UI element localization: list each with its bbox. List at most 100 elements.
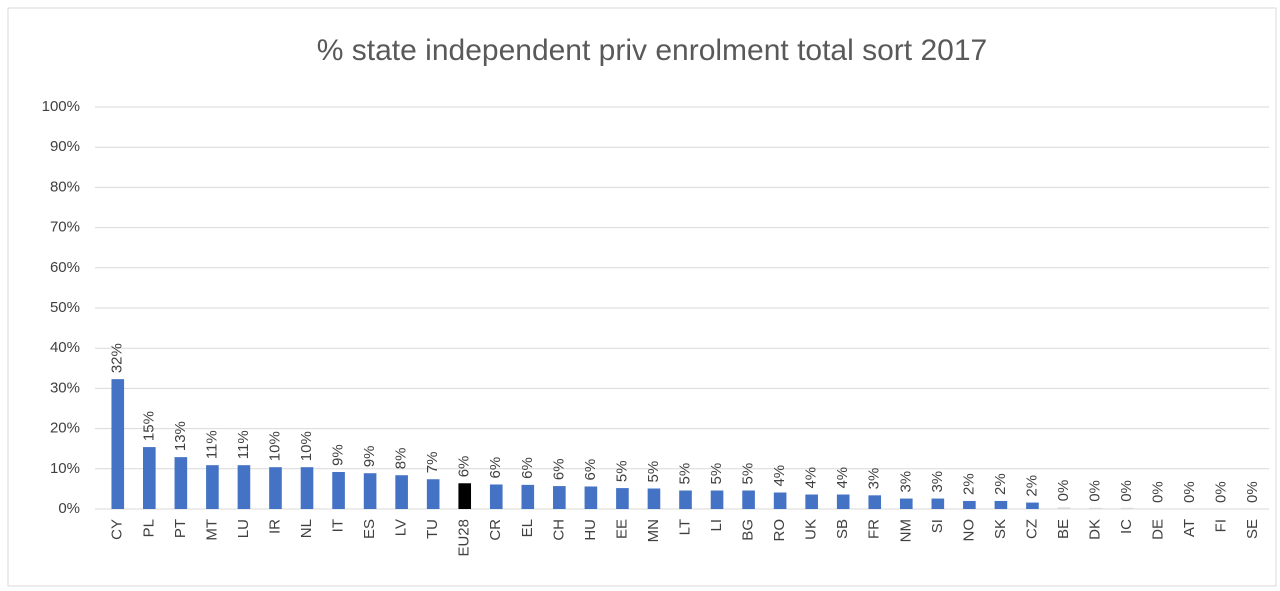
data-label: 10%	[266, 431, 283, 461]
data-label: 15%	[140, 411, 157, 441]
data-label: 9%	[330, 444, 347, 466]
x-tick-label: ES	[361, 519, 378, 539]
bar	[269, 467, 282, 509]
data-label: 11%	[203, 430, 220, 459]
y-tick-label: 70%	[50, 219, 80, 236]
bar	[742, 490, 755, 509]
x-tick-label: CR	[487, 519, 504, 541]
data-label: 4%	[803, 467, 820, 489]
bar	[111, 379, 125, 509]
data-label: 2%	[1023, 475, 1040, 497]
x-tick-label: EE	[613, 519, 630, 539]
bar	[1120, 507, 1134, 509]
x-tick-label: MN	[645, 519, 662, 542]
bar	[395, 475, 408, 509]
bar	[773, 492, 787, 509]
x-tick-label: DE	[1150, 519, 1167, 540]
bar	[963, 500, 976, 509]
data-label: 13%	[172, 421, 189, 451]
x-tick-label: SI	[929, 519, 946, 533]
data-label: 7%	[424, 452, 441, 474]
bar	[584, 486, 598, 509]
data-label: 0%	[1086, 480, 1103, 502]
data-label: 6%	[487, 457, 504, 479]
x-tick-label: FI	[1213, 519, 1230, 532]
chart-title: % state independent priv enrolment total…	[317, 34, 987, 67]
bar	[489, 484, 503, 509]
data-label: 4%	[771, 465, 788, 487]
data-label: 4%	[834, 467, 851, 489]
x-tick-label: CY	[109, 519, 126, 540]
bar	[1026, 502, 1039, 509]
bar	[300, 467, 314, 509]
bar	[521, 484, 535, 509]
bar	[805, 494, 818, 509]
data-label: 6%	[550, 458, 567, 480]
x-tick-label: LU	[235, 519, 252, 538]
bar	[363, 473, 377, 509]
y-tick-label: 90%	[50, 138, 80, 155]
x-tick-label: IT	[330, 519, 347, 532]
data-label: 8%	[393, 448, 410, 470]
chart-frame	[7, 7, 1277, 587]
x-tick-label: PT	[172, 519, 189, 538]
data-label: 2%	[960, 473, 977, 495]
y-tick-label: 50%	[50, 299, 80, 316]
y-tick-label: 20%	[50, 420, 80, 437]
bar	[426, 479, 440, 509]
x-tick-label: LI	[708, 519, 725, 532]
x-tick-label: CH	[550, 519, 567, 541]
x-tick-label: AT	[1181, 519, 1198, 537]
x-tick-label: LT	[676, 519, 693, 535]
data-label: 9%	[361, 446, 378, 468]
bar	[931, 498, 945, 509]
x-tick-label: DK	[1086, 519, 1103, 540]
data-label: 3%	[929, 471, 946, 493]
x-tick-label: NL	[298, 519, 315, 538]
x-tick-label: SB	[834, 519, 851, 539]
x-tick-label: MT	[203, 519, 220, 541]
x-tick-label: IR	[266, 519, 283, 534]
x-tick-label: LV	[393, 519, 410, 536]
x-tick-label: NO	[960, 519, 977, 542]
data-label: 0%	[1055, 480, 1072, 502]
bar	[899, 498, 913, 509]
data-label: 6%	[519, 457, 536, 479]
data-label: 0%	[1150, 481, 1167, 503]
x-tick-label: TU	[424, 519, 441, 539]
x-tick-label: HU	[582, 519, 599, 541]
bar	[143, 447, 156, 509]
y-tick-label: 40%	[50, 339, 80, 356]
data-label: 5%	[676, 463, 693, 485]
x-tick-label: UK	[803, 519, 820, 540]
x-tick-label: PL	[140, 519, 157, 537]
x-tick-label: EU28	[456, 519, 473, 557]
bar	[206, 465, 219, 509]
data-label: 0%	[1118, 480, 1135, 502]
data-label: 5%	[708, 463, 725, 485]
x-tick-label: EL	[519, 519, 536, 537]
bar	[174, 457, 188, 509]
data-label: 11%	[235, 430, 252, 459]
data-label: 3%	[866, 468, 883, 490]
x-tick-label: BE	[1055, 519, 1072, 539]
x-tick-label: CZ	[1023, 519, 1040, 539]
data-label: 5%	[740, 463, 757, 485]
bar	[1089, 507, 1102, 509]
y-tick-label: 80%	[50, 178, 80, 195]
bar	[679, 490, 692, 509]
y-tick-label: 30%	[50, 379, 80, 396]
y-tick-label: 60%	[50, 259, 80, 276]
bar	[237, 465, 251, 509]
bar	[836, 494, 850, 509]
data-label: 3%	[897, 471, 914, 493]
bar	[1057, 507, 1071, 509]
data-label: 6%	[456, 456, 473, 478]
data-label: 10%	[298, 431, 315, 461]
data-label: 6%	[582, 459, 599, 481]
data-label: 0%	[1181, 481, 1198, 503]
x-tick-label: IC	[1118, 519, 1135, 534]
x-tick-label: BG	[740, 519, 757, 541]
bar	[458, 483, 472, 509]
